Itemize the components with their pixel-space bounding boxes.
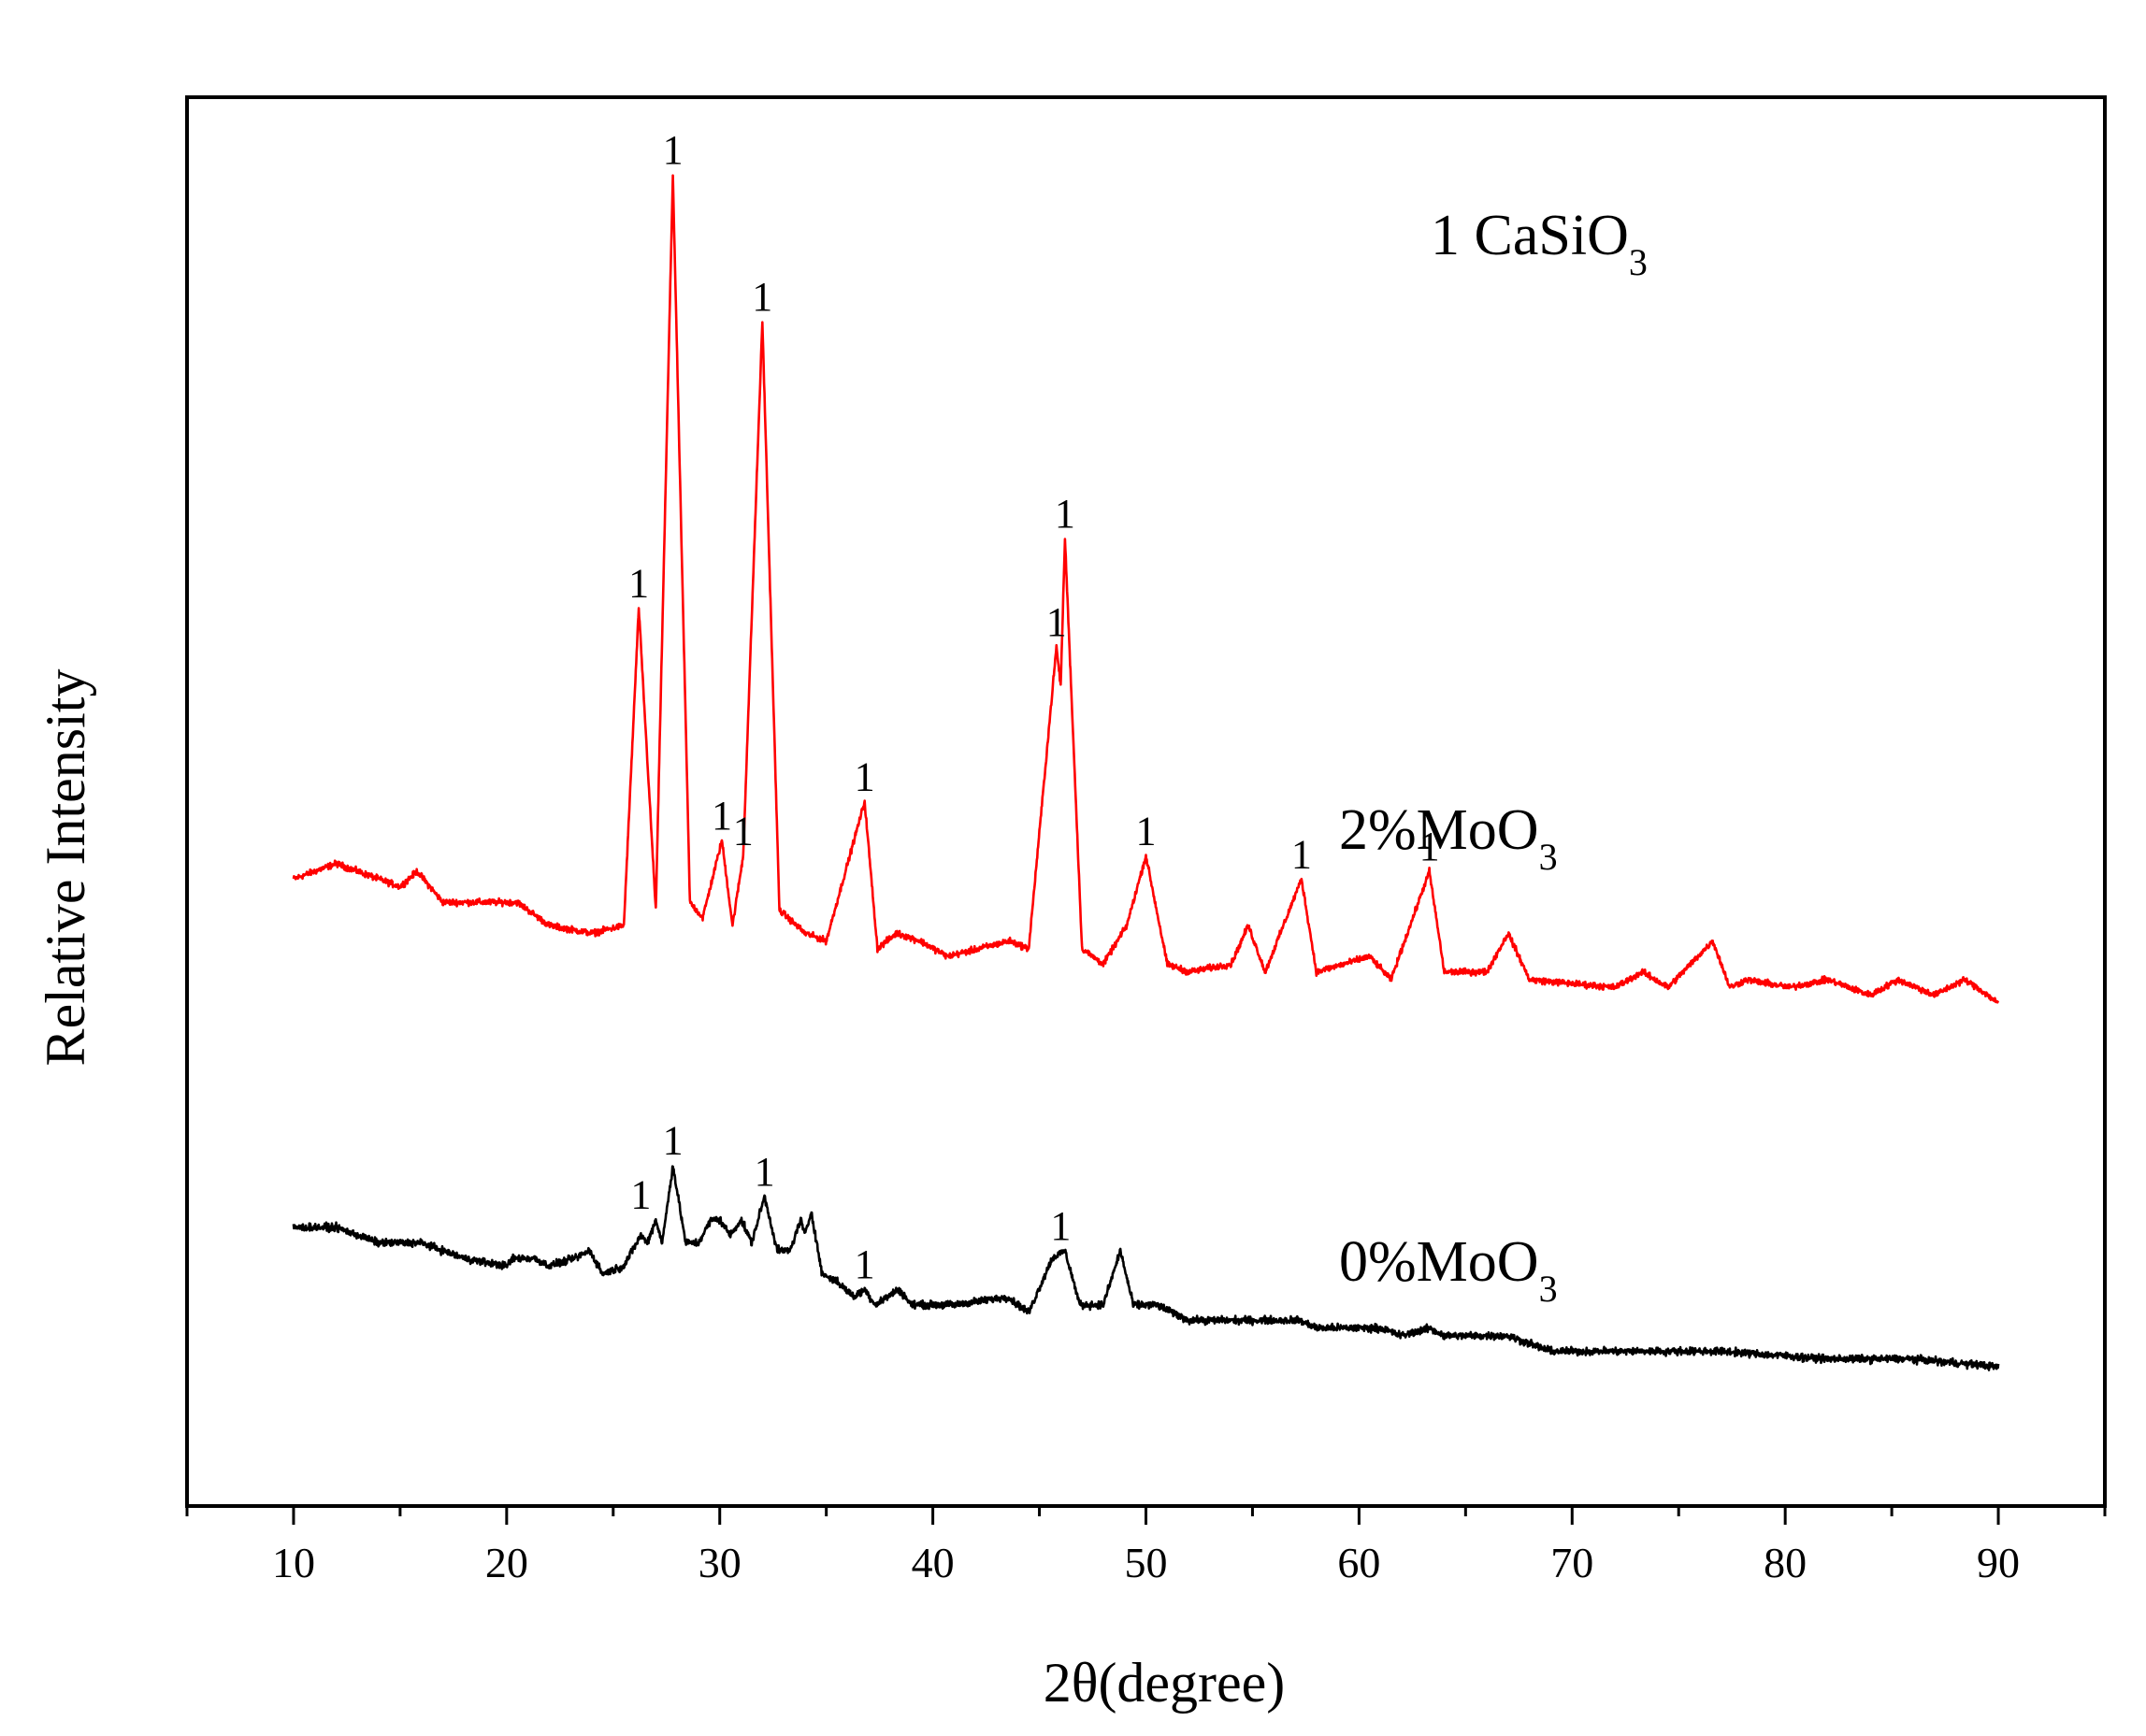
x-tick-label: 60 xyxy=(1337,1539,1380,1586)
peak-marker: 1 xyxy=(855,754,875,800)
x-axis-label: 2θ(degree) xyxy=(1044,1652,1286,1714)
legend-compound-name: CaSi xyxy=(1475,204,1588,267)
peak-marker: 1 xyxy=(1136,808,1157,854)
peak-marker: 1 xyxy=(628,560,649,606)
peak-marker: 1 xyxy=(663,127,684,173)
peak-marker: 1 xyxy=(1291,831,1312,877)
peak-marker: 1 xyxy=(1055,491,1075,537)
series-label-0pct-main: 0%Mo xyxy=(1339,1230,1497,1294)
peak-marker: 1 xyxy=(755,1149,775,1195)
series-label-2pct: 2%MoO3 xyxy=(1339,798,1558,878)
x-tick-label: 10 xyxy=(272,1539,315,1586)
series-layer xyxy=(292,174,2000,1371)
x-tick-label: 30 xyxy=(699,1539,742,1586)
peak-marker: 1 xyxy=(712,793,732,839)
x-tick-label: 90 xyxy=(1977,1539,2020,1586)
series-label-0pct-sub: 3 xyxy=(1539,1268,1558,1310)
series-line xyxy=(292,1165,2000,1371)
x-axis: 10 20 30 40 50 60 70 80 90 xyxy=(185,1506,2107,1586)
x-tick-label: 40 xyxy=(912,1539,955,1586)
series-line xyxy=(292,174,2000,1004)
series-label-0pct: 0%MoO3 xyxy=(1339,1230,1558,1310)
x-tick-label: 80 xyxy=(1764,1539,1807,1586)
y-axis-label: Relative Intensity xyxy=(35,669,96,1067)
peak-marker: 1 xyxy=(855,1241,875,1287)
peak-marker: 1 xyxy=(733,808,754,854)
series-label-2pct-main: 2%Mo xyxy=(1339,798,1497,862)
legend-marker: 1 xyxy=(1431,204,1460,267)
peak-marker: 1 xyxy=(1419,824,1440,869)
series-label-0pct-o: O xyxy=(1497,1230,1539,1294)
x-tick-label: 20 xyxy=(485,1539,528,1586)
peak-marker: 1 xyxy=(630,1172,651,1218)
x-tick-label: 50 xyxy=(1125,1539,1168,1586)
x-tick-label: 70 xyxy=(1550,1539,1593,1586)
peak-marker: 1 xyxy=(1050,1203,1071,1249)
peak-marker: 1 xyxy=(752,274,772,320)
series-label-2pct-o: O xyxy=(1497,798,1539,862)
series-label-2pct-sub: 3 xyxy=(1539,836,1558,878)
legend-compound-o: O xyxy=(1587,204,1629,267)
legend-compound-sub: 3 xyxy=(1629,241,1648,283)
peak-marker: 1 xyxy=(1046,599,1067,645)
peak-marker: 1 xyxy=(663,1118,684,1164)
legend-compound: 1 CaSiO3 xyxy=(1431,204,1648,283)
